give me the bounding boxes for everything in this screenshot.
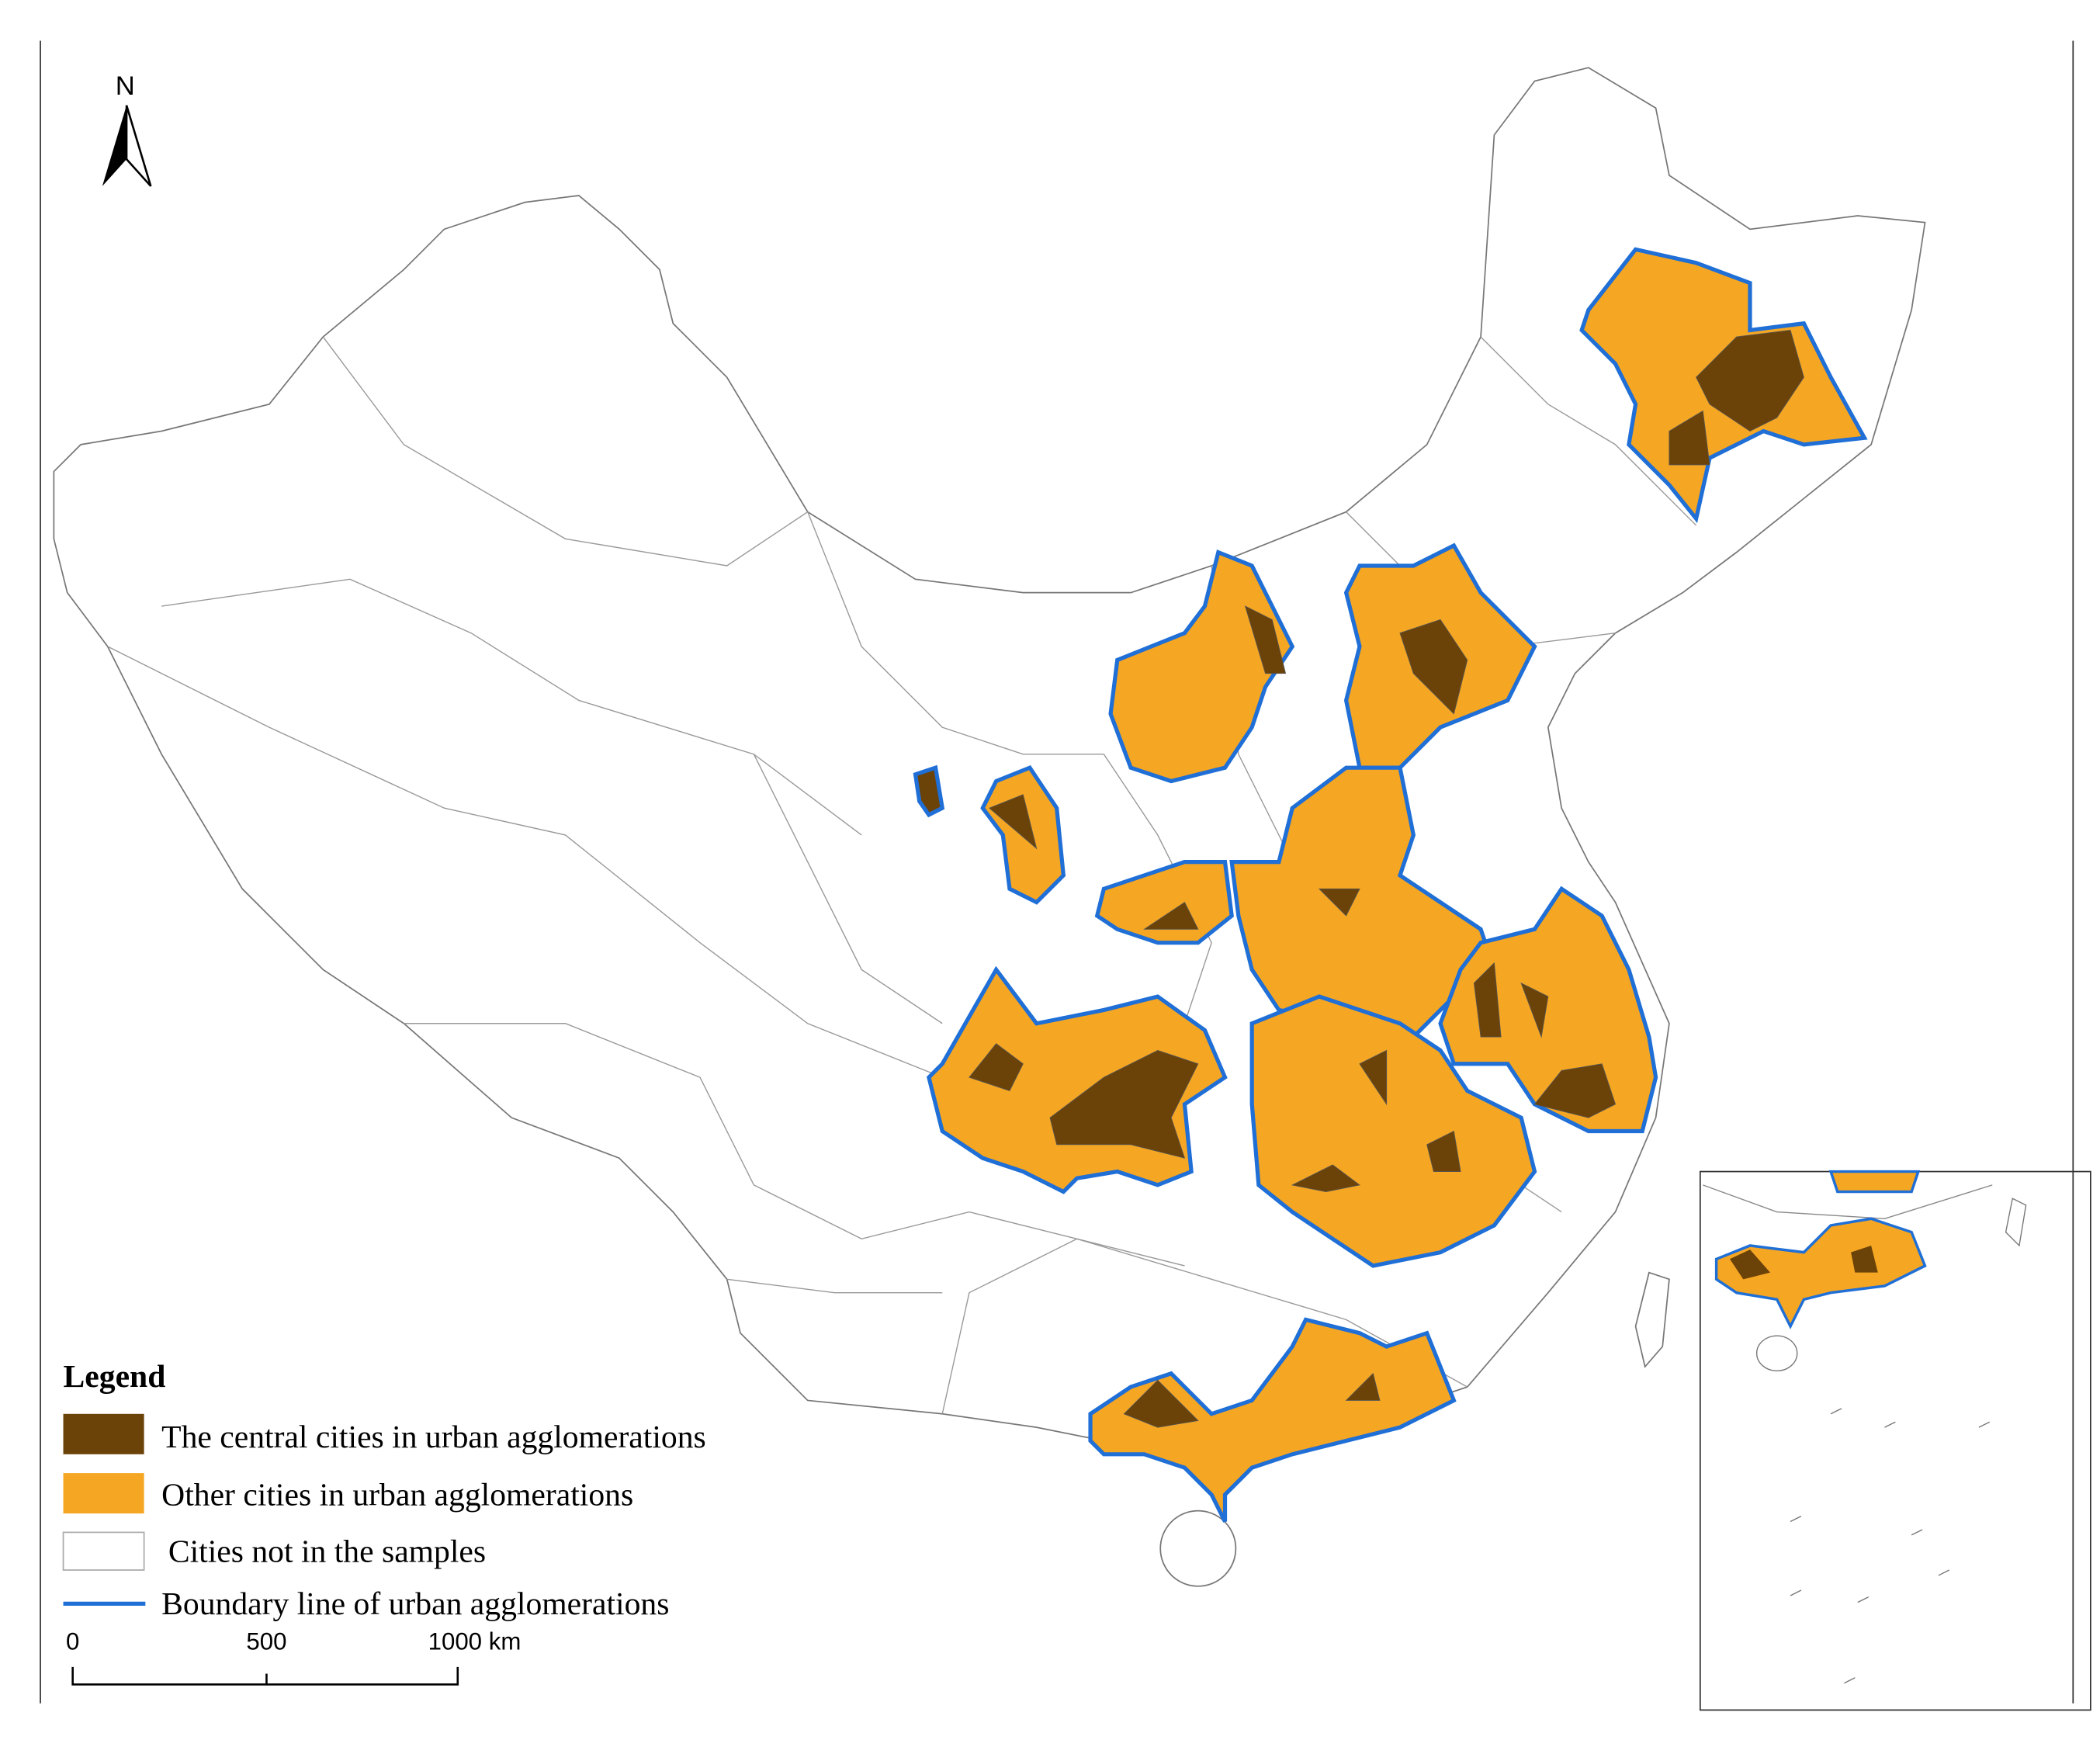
legend-label: Boundary line of urban agglomerations (161, 1586, 669, 1622)
inset-islet (1938, 1569, 1950, 1576)
central-city (1426, 1130, 1461, 1172)
inset-islet (1884, 1421, 1896, 1428)
central-city (1049, 1049, 1199, 1159)
inset-area (1714, 1217, 1927, 1329)
legend-swatch (63, 1473, 144, 1514)
scale-label: 1000 km (428, 1627, 522, 1655)
province-border (1480, 336, 1697, 526)
legend-title: Legend (64, 1359, 166, 1395)
central-city (1244, 605, 1287, 674)
agglomeration-area (1249, 994, 1537, 1268)
scale-line (71, 1666, 459, 1686)
scale-label: 0 (66, 1627, 79, 1655)
island (1159, 1510, 1237, 1587)
legend-swatch (62, 1531, 145, 1571)
inset-islet (1857, 1596, 1869, 1603)
central-city (1696, 329, 1804, 432)
north-label: N (116, 71, 135, 101)
central-city (1359, 1049, 1388, 1106)
inset-islet (1830, 1408, 1842, 1415)
agglomeration-area (1229, 765, 1497, 1039)
province-border (726, 1278, 943, 1294)
central-city (1533, 1063, 1617, 1118)
arrow-half (125, 105, 152, 187)
central-city (1399, 619, 1468, 715)
province-border (161, 578, 862, 836)
inset-islet (1790, 1515, 1802, 1523)
north-arrow: N (102, 71, 152, 187)
agglomeration-area (913, 764, 945, 818)
province-border (753, 754, 943, 1024)
central-city (1318, 888, 1360, 917)
inset-central (1729, 1250, 1771, 1280)
province-border (322, 336, 809, 567)
agglomeration-area (1088, 1317, 1457, 1523)
inset-islet (1790, 1589, 1802, 1596)
island (1634, 1271, 1670, 1368)
inset-map (1699, 1170, 2091, 1711)
scale-label: 500 (246, 1627, 286, 1655)
province-border (404, 1023, 1185, 1267)
legend-swatch (63, 1413, 144, 1454)
inset-central (1851, 1245, 1878, 1273)
inset-islet (1978, 1421, 1991, 1428)
inset-island (2005, 1198, 2027, 1247)
inset-islet (1911, 1529, 1923, 1536)
central-city (989, 794, 1038, 850)
inset-island (1755, 1335, 1798, 1371)
legend-label: Other cities in urban agglomerations (161, 1478, 633, 1513)
agglomeration-area (1094, 859, 1234, 945)
central-city (1345, 1372, 1381, 1401)
central-city (969, 1043, 1024, 1092)
province-border (107, 646, 943, 1078)
central-city (1669, 410, 1710, 466)
scale-bar: 0 500 1000 km (66, 1627, 522, 1686)
agglomerations (913, 247, 1868, 1523)
central-city (1123, 1379, 1199, 1428)
province-border (807, 511, 1104, 755)
inset-islet (1844, 1677, 1856, 1684)
inset-coast (1703, 1184, 1993, 1219)
inset-area (1828, 1170, 1921, 1194)
legend-label: The central cities in urban agglomeratio… (161, 1419, 706, 1455)
central-city (1473, 962, 1502, 1038)
central-city (1291, 1164, 1360, 1193)
legend-label: Cities not in the samples (168, 1534, 486, 1570)
legend: Legend The central cities in urban agglo… (62, 1359, 706, 1622)
province-border (941, 1238, 1468, 1414)
central-city (1520, 982, 1549, 1038)
arrow-half (102, 105, 127, 186)
central-city (1142, 901, 1199, 930)
